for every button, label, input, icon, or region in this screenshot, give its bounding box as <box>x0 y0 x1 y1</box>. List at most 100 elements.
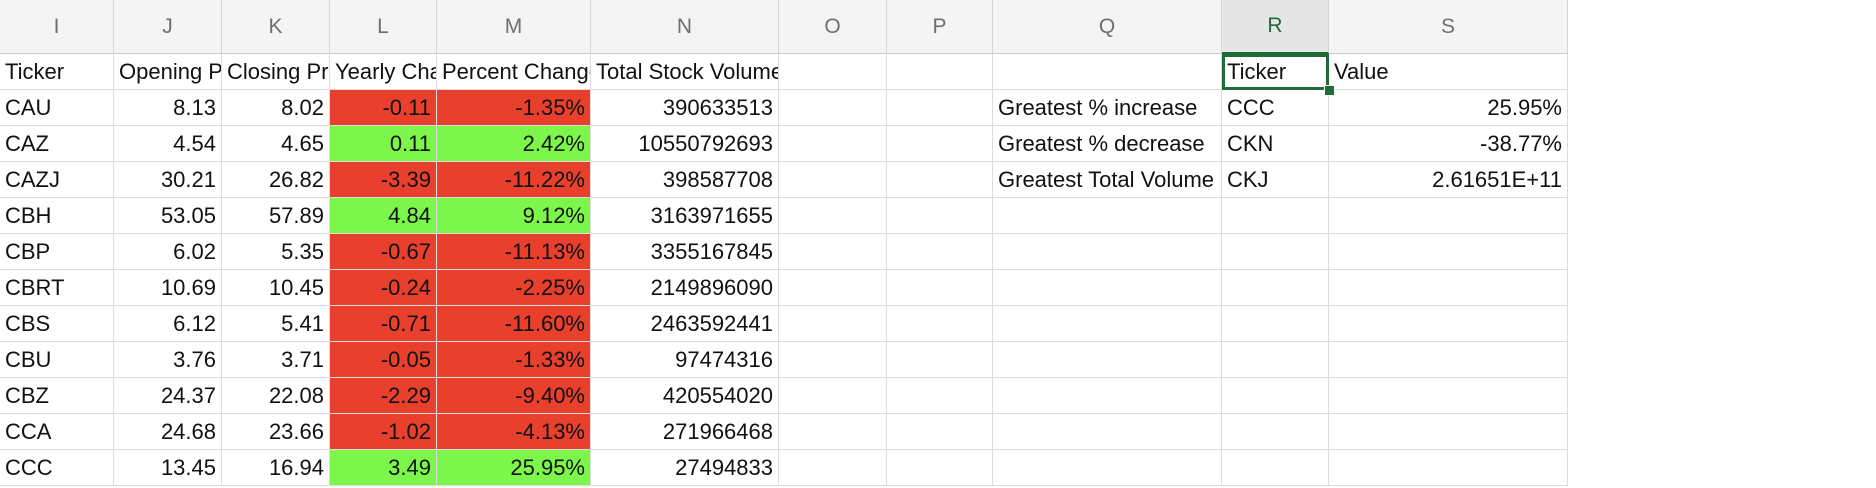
column-header-j[interactable]: J <box>114 0 222 54</box>
opening-price-cell[interactable]: 10.69 <box>114 270 222 306</box>
opening-price-cell[interactable]: 8.13 <box>114 90 222 126</box>
total-volume-cell[interactable]: 97474316 <box>591 342 779 378</box>
opening-price-cell[interactable]: 3.76 <box>114 342 222 378</box>
summary-value-cell[interactable]: 2.61651E+11 <box>1329 162 1568 198</box>
cell[interactable] <box>993 234 1222 270</box>
yearly-change-cell[interactable]: -0.67 <box>330 234 437 270</box>
cell[interactable] <box>1222 234 1329 270</box>
summary-value-cell[interactable]: -38.77% <box>1329 126 1568 162</box>
cell[interactable] <box>1329 198 1568 234</box>
total-volume-cell[interactable]: 271966468 <box>591 414 779 450</box>
ticker-cell[interactable]: CBZ <box>0 378 114 414</box>
ticker-cell[interactable]: CBRT <box>0 270 114 306</box>
ticker-cell[interactable]: CBH <box>0 198 114 234</box>
ticker-cell[interactable]: CCC <box>0 450 114 486</box>
yearly-change-cell[interactable]: 0.11 <box>330 126 437 162</box>
ticker-cell[interactable]: CAZJ <box>0 162 114 198</box>
closing-price-cell[interactable]: 4.65 <box>222 126 330 162</box>
cell[interactable] <box>887 234 993 270</box>
column-header-i[interactable]: I <box>0 0 114 54</box>
cell[interactable] <box>779 234 887 270</box>
column-header-k[interactable]: K <box>222 0 330 54</box>
percent-change-cell[interactable]: -11.22% <box>437 162 591 198</box>
closing-price-cell[interactable]: 26.82 <box>222 162 330 198</box>
summary-ticker-cell[interactable]: CKJ <box>1222 162 1329 198</box>
opening-price-cell[interactable]: 6.02 <box>114 234 222 270</box>
cell[interactable] <box>887 306 993 342</box>
total-volume-cell[interactable]: 390633513 <box>591 90 779 126</box>
closing-price-cell[interactable]: 3.71 <box>222 342 330 378</box>
column-header-n[interactable]: N <box>591 0 779 54</box>
summary-label-cell[interactable]: Greatest % increase <box>993 90 1222 126</box>
header-cell[interactable]: Total Stock Volume <box>591 54 779 90</box>
cell[interactable] <box>1222 414 1329 450</box>
ticker-cell[interactable]: CBS <box>0 306 114 342</box>
cell[interactable] <box>1222 270 1329 306</box>
cell[interactable] <box>887 342 993 378</box>
cell[interactable] <box>887 378 993 414</box>
opening-price-cell[interactable]: 24.37 <box>114 378 222 414</box>
total-volume-cell[interactable]: 398587708 <box>591 162 779 198</box>
ticker-cell[interactable]: CCA <box>0 414 114 450</box>
cell[interactable] <box>1329 378 1568 414</box>
yearly-change-cell[interactable]: 4.84 <box>330 198 437 234</box>
cell[interactable] <box>887 54 993 90</box>
cell[interactable] <box>1222 450 1329 486</box>
cell[interactable] <box>779 342 887 378</box>
opening-price-cell[interactable]: 4.54 <box>114 126 222 162</box>
total-volume-cell[interactable]: 2463592441 <box>591 306 779 342</box>
percent-change-cell[interactable]: -9.40% <box>437 378 591 414</box>
header-cell[interactable]: Ticker <box>0 54 114 90</box>
fill-handle[interactable] <box>1324 85 1335 96</box>
yearly-change-cell[interactable]: -0.11 <box>330 90 437 126</box>
column-header-r[interactable]: R <box>1222 0 1329 54</box>
ticker-cell[interactable]: CBP <box>0 234 114 270</box>
opening-price-cell[interactable]: 53.05 <box>114 198 222 234</box>
cell[interactable] <box>887 414 993 450</box>
cell[interactable] <box>887 450 993 486</box>
summary-ticker-header[interactable]: Ticker <box>1222 54 1329 90</box>
ticker-cell[interactable]: CAZ <box>0 126 114 162</box>
yearly-change-cell[interactable]: -0.71 <box>330 306 437 342</box>
percent-change-cell[interactable]: -11.13% <box>437 234 591 270</box>
cell[interactable] <box>993 198 1222 234</box>
ticker-cell[interactable]: CBU <box>0 342 114 378</box>
cell[interactable] <box>1329 234 1568 270</box>
opening-price-cell[interactable]: 30.21 <box>114 162 222 198</box>
total-volume-cell[interactable]: 27494833 <box>591 450 779 486</box>
summary-label-cell[interactable]: Greatest Total Volume <box>993 162 1222 198</box>
percent-change-cell[interactable]: 25.95% <box>437 450 591 486</box>
cell[interactable] <box>887 162 993 198</box>
total-volume-cell[interactable]: 3355167845 <box>591 234 779 270</box>
cell[interactable] <box>779 90 887 126</box>
cell[interactable] <box>993 450 1222 486</box>
summary-value-cell[interactable]: 25.95% <box>1329 90 1568 126</box>
cell[interactable] <box>779 414 887 450</box>
percent-change-cell[interactable]: -4.13% <box>437 414 591 450</box>
closing-price-cell[interactable]: 23.66 <box>222 414 330 450</box>
cell[interactable] <box>779 198 887 234</box>
cell[interactable] <box>1329 450 1568 486</box>
yearly-change-cell[interactable]: -3.39 <box>330 162 437 198</box>
cell[interactable] <box>1329 342 1568 378</box>
ticker-cell[interactable]: CAU <box>0 90 114 126</box>
column-header-q[interactable]: Q <box>993 0 1222 54</box>
opening-price-cell[interactable]: 6.12 <box>114 306 222 342</box>
header-cell[interactable]: Closing Pric <box>222 54 330 90</box>
cell[interactable] <box>779 270 887 306</box>
cell[interactable] <box>993 306 1222 342</box>
column-header-o[interactable]: O <box>779 0 887 54</box>
column-header-s[interactable]: S <box>1329 0 1568 54</box>
percent-change-cell[interactable]: 9.12% <box>437 198 591 234</box>
cell[interactable] <box>1222 378 1329 414</box>
column-header-p[interactable]: P <box>887 0 993 54</box>
cell[interactable] <box>1329 414 1568 450</box>
summary-ticker-cell[interactable]: CKN <box>1222 126 1329 162</box>
total-volume-cell[interactable]: 420554020 <box>591 378 779 414</box>
yearly-change-cell[interactable]: -0.24 <box>330 270 437 306</box>
percent-change-cell[interactable]: -11.60% <box>437 306 591 342</box>
cell[interactable] <box>993 342 1222 378</box>
cell[interactable] <box>1329 306 1568 342</box>
column-header-m[interactable]: M <box>437 0 591 54</box>
